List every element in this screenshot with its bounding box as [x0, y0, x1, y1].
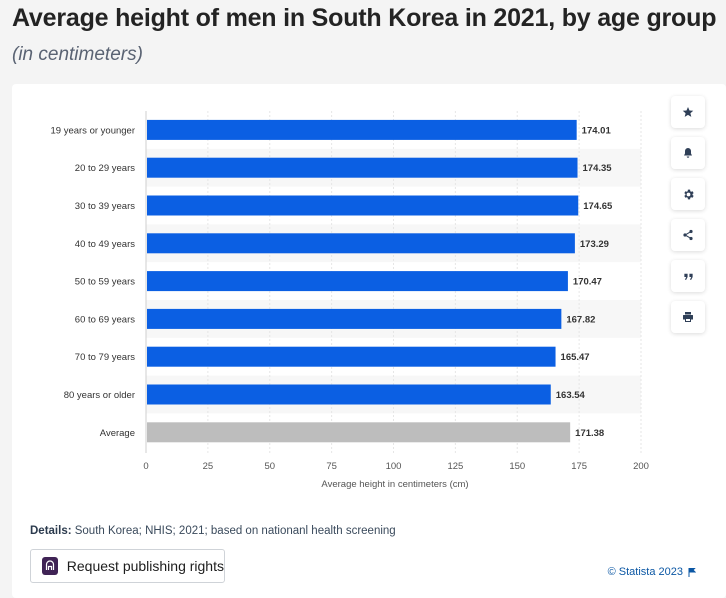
x-tick-label: 25: [203, 461, 214, 472]
x-tick-label: 150: [509, 461, 525, 472]
bell-icon: [684, 148, 692, 158]
settings-button[interactable]: [671, 178, 705, 210]
quote-icon: [683, 273, 693, 280]
category-label: 70 to 79 years: [75, 352, 135, 363]
publishing-icon: [42, 557, 58, 575]
bar[interactable]: [147, 346, 556, 367]
page-title: Average height of men in South Korea in …: [12, 4, 717, 32]
credit-text: © Statista 2023: [607, 566, 683, 578]
category-label: 50 to 59 years: [75, 277, 135, 288]
bar[interactable]: [147, 119, 577, 140]
request-publishing-rights-label: Request publishing rights: [66, 558, 224, 574]
category-label: 80 years or older: [64, 390, 135, 401]
x-tick-label: 100: [386, 461, 402, 472]
bar[interactable]: [147, 271, 568, 292]
notification-button[interactable]: [671, 137, 705, 169]
category-label: 40 to 49 years: [75, 239, 135, 250]
print-button[interactable]: [671, 301, 705, 333]
category-label: 60 to 69 years: [75, 314, 135, 325]
value-label: 165.47: [561, 352, 590, 363]
x-axis-label: Average height in centimeters (cm): [321, 479, 468, 490]
cite-button[interactable]: [671, 260, 705, 292]
category-label: Average: [100, 428, 135, 439]
details-text: Details: South Korea; NHIS; 2021; based …: [30, 525, 396, 537]
value-label: 170.47: [573, 277, 602, 288]
gear-icon: [683, 189, 694, 199]
value-label: 174.35: [583, 163, 613, 174]
share-icon: [683, 229, 693, 241]
print-icon: [683, 312, 693, 322]
value-label: 174.01: [582, 125, 612, 136]
bar[interactable]: [147, 157, 578, 178]
category-label: 30 to 39 years: [75, 201, 135, 212]
favorite-button[interactable]: [671, 96, 705, 128]
details-label: Details:: [30, 525, 72, 537]
x-tick-label: 125: [447, 461, 463, 472]
bar[interactable]: [147, 422, 571, 443]
value-label: 173.29: [580, 239, 609, 250]
x-tick-label: 175: [571, 461, 587, 472]
bar[interactable]: [147, 384, 551, 405]
details-value: South Korea; NHIS; 2021; based on nation…: [71, 525, 396, 537]
statista-credit-link[interactable]: © Statista 2023: [608, 566, 696, 578]
value-label: 163.54: [556, 390, 586, 401]
x-tick-label: 75: [326, 461, 337, 472]
x-tick-label: 0: [143, 461, 148, 472]
x-tick-label: 50: [264, 461, 275, 472]
category-label: 20 to 29 years: [75, 163, 135, 174]
x-tick-label: 200: [633, 461, 649, 472]
share-button[interactable]: [671, 219, 705, 251]
bar[interactable]: [147, 233, 575, 254]
request-publishing-rights-button[interactable]: Request publishing rights: [30, 549, 225, 583]
star-icon: [682, 107, 694, 117]
category-label: 19 years or younger: [51, 125, 136, 136]
chart-toolbar: [671, 96, 705, 342]
flag-icon: [688, 567, 696, 577]
bar[interactable]: [147, 308, 562, 329]
bar[interactable]: [147, 195, 579, 216]
page-subtitle: (in centimeters): [12, 44, 143, 65]
value-label: 174.65: [583, 201, 613, 212]
value-label: 167.82: [566, 314, 595, 325]
value-label: 171.38: [575, 428, 604, 439]
